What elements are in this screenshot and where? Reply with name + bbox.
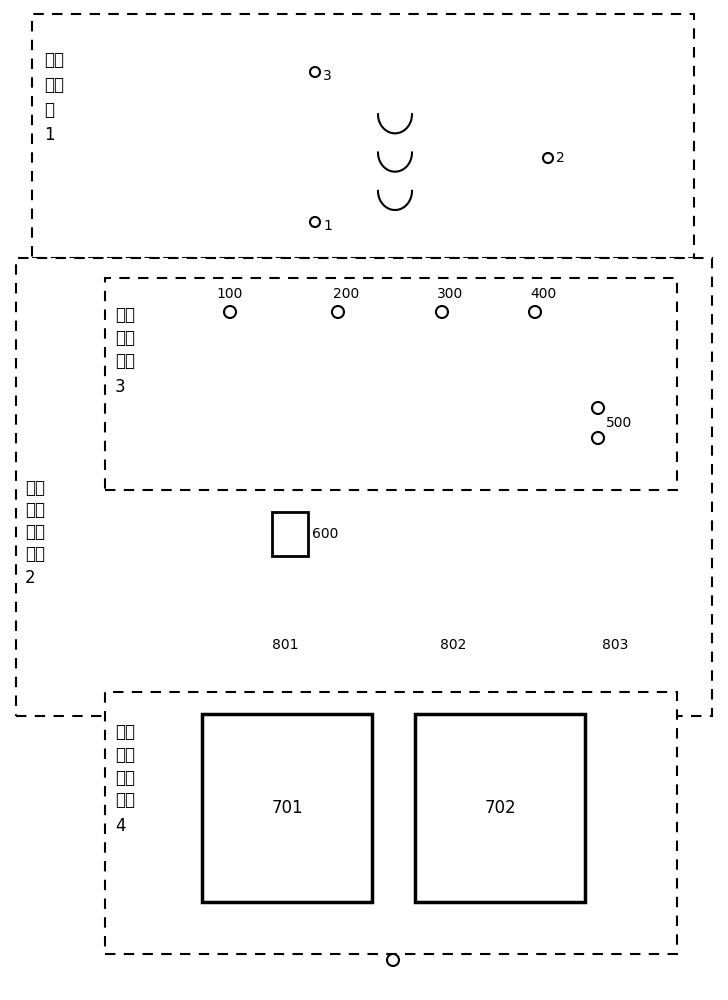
Text: 200: 200 (333, 287, 359, 301)
Bar (272, 512, 308, 556)
Circle shape (387, 954, 399, 966)
Bar (105, 692, 677, 954)
Bar (415, 714, 585, 902)
Text: 开关: 开关 (115, 329, 135, 347)
Circle shape (436, 306, 448, 318)
Text: 400: 400 (530, 287, 556, 301)
Circle shape (543, 153, 553, 163)
Text: 600: 600 (312, 527, 339, 541)
Text: 1: 1 (323, 219, 332, 233)
Text: 分接: 分接 (44, 51, 64, 69)
Text: 500: 500 (606, 416, 632, 430)
Text: 701: 701 (272, 799, 303, 817)
Text: 300: 300 (437, 287, 463, 301)
Text: 3: 3 (323, 69, 332, 83)
Text: 电力: 电力 (25, 479, 45, 497)
Text: 1: 1 (44, 126, 55, 144)
Text: 4: 4 (115, 817, 125, 835)
Circle shape (224, 306, 236, 318)
Text: 电子: 电子 (115, 746, 135, 764)
Text: 100: 100 (216, 287, 242, 301)
Bar (16, 258, 712, 716)
Text: 开关: 开关 (115, 769, 135, 787)
Text: 2: 2 (25, 569, 36, 587)
Text: 开关: 开关 (25, 545, 45, 563)
Bar (105, 278, 677, 490)
Text: 电子: 电子 (25, 501, 45, 519)
Text: 切换: 切换 (25, 523, 45, 541)
Text: 器: 器 (44, 101, 54, 119)
Text: 组件: 组件 (115, 352, 135, 370)
Text: 电力: 电力 (115, 723, 135, 741)
Text: 803: 803 (602, 638, 628, 652)
Text: 2: 2 (556, 151, 565, 165)
Text: 组件: 组件 (115, 791, 135, 809)
Circle shape (592, 432, 604, 444)
Text: 3: 3 (115, 378, 126, 396)
Text: 802: 802 (440, 638, 467, 652)
Circle shape (332, 306, 344, 318)
Circle shape (592, 402, 604, 414)
Text: 702: 702 (484, 799, 516, 817)
Circle shape (310, 217, 320, 227)
Text: 机械: 机械 (115, 306, 135, 324)
Text: 选择: 选择 (44, 76, 64, 94)
Circle shape (310, 67, 320, 77)
Circle shape (529, 306, 541, 318)
Text: 801: 801 (272, 638, 298, 652)
Bar (202, 714, 372, 902)
Bar (32, 14, 694, 258)
